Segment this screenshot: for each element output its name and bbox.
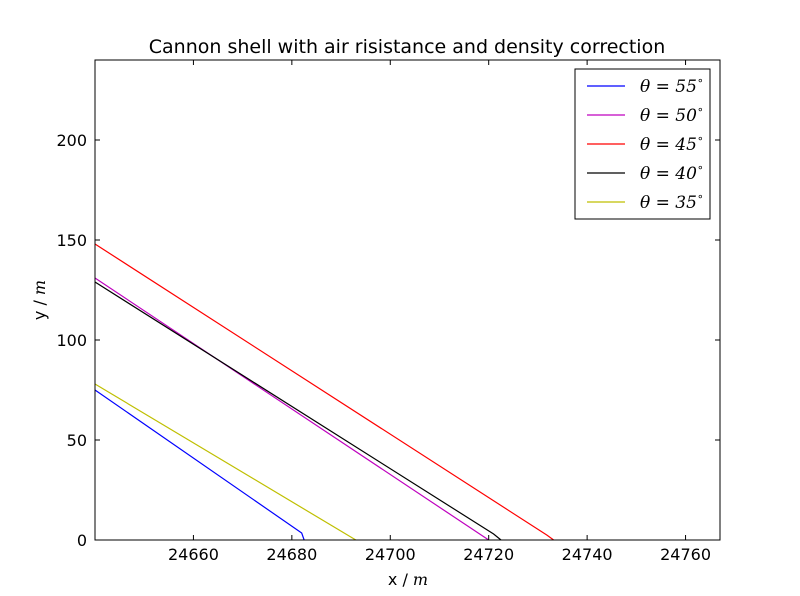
series-line-3 xyxy=(94,243,555,541)
y-tick-label-1: 50 xyxy=(67,431,87,450)
legend: θ = 55∘ θ = 50∘ θ = 45∘ θ = 40∘ θ = 35∘ xyxy=(574,68,711,220)
axes-frame xyxy=(94,59,721,541)
x-axis-label-text: x / xyxy=(388,570,413,589)
x-tick-label-2: 24700 xyxy=(365,545,416,564)
x-axis-label-unit: m xyxy=(413,570,428,589)
series-line-5 xyxy=(94,383,357,541)
legend-label-1: θ = 55∘ xyxy=(640,74,704,97)
y-tick-label-0: 0 xyxy=(77,531,87,550)
x-tick-label-5: 24760 xyxy=(660,545,711,564)
x-tick-label-3: 24720 xyxy=(463,545,514,564)
y-tick-label-4: 200 xyxy=(56,131,87,150)
y-axis-ticks: 0 50 100 150 200 xyxy=(56,131,720,550)
x-tick-label-0: 24660 xyxy=(168,545,219,564)
y-tick-label-2: 100 xyxy=(56,331,87,350)
y-axis-label: y / m xyxy=(30,280,49,320)
legend-label-5: θ = 35∘ xyxy=(640,190,704,213)
x-tick-label-1: 24680 xyxy=(266,545,317,564)
y-tick-label-3: 150 xyxy=(56,231,87,250)
series-line-2 xyxy=(94,277,490,541)
x-axis-label: x / m xyxy=(388,570,428,589)
x-tick-label-4: 24740 xyxy=(562,545,613,564)
legend-entries: θ = 55∘ θ = 50∘ θ = 45∘ θ = 40∘ θ = 35∘ xyxy=(587,74,704,213)
chart-title: Cannon shell with air risistance and den… xyxy=(149,36,666,58)
legend-label-3: θ = 45∘ xyxy=(640,132,704,155)
series-layer xyxy=(94,243,555,541)
y-axis-label-unit: m xyxy=(30,280,49,295)
series-line-4 xyxy=(94,281,502,541)
x-axis-ticks: 24660 24680 24700 24720 24740 24760 xyxy=(168,60,711,564)
plot-area: 24660 24680 24700 24720 24740 24760 0 50 100 150… xyxy=(56,59,721,564)
y-axis-label-text: y / xyxy=(30,295,49,320)
legend-label-2: θ = 50∘ xyxy=(640,103,704,126)
series-line-1 xyxy=(94,389,305,541)
legend-label-4: θ = 40∘ xyxy=(640,161,704,184)
